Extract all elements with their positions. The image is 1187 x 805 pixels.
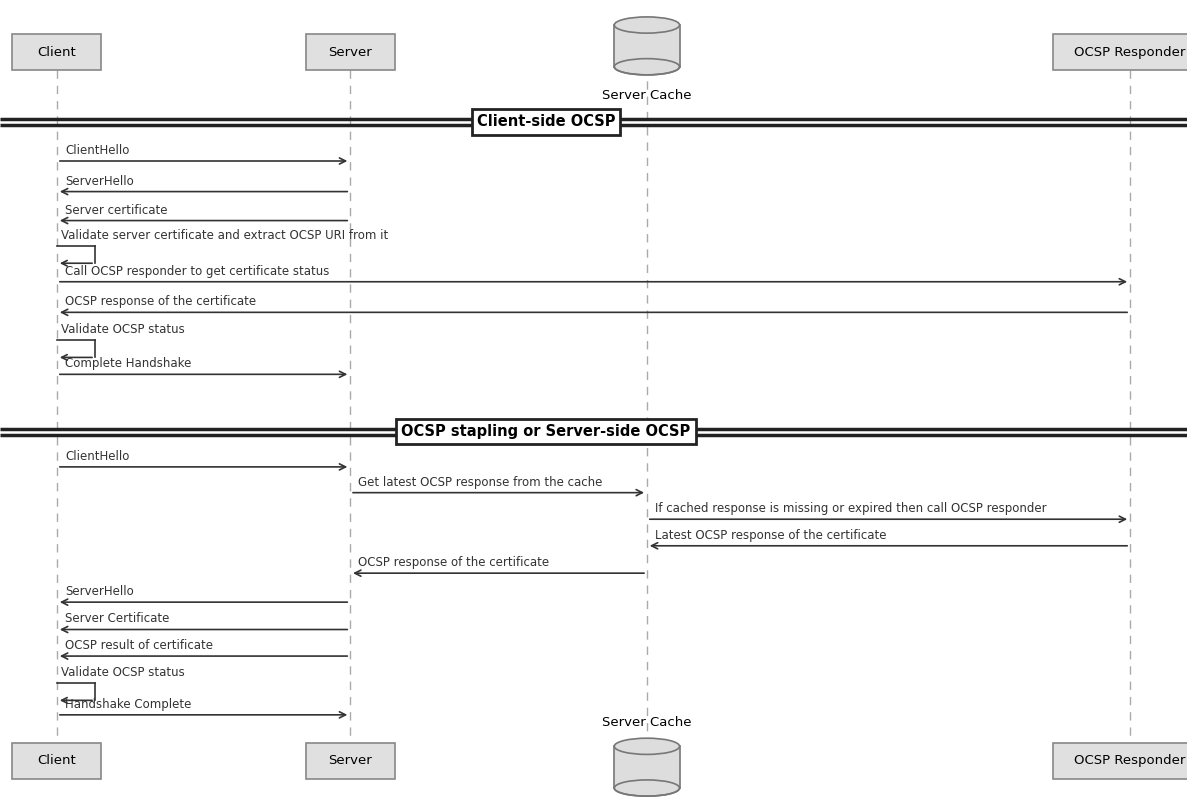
FancyBboxPatch shape xyxy=(1053,34,1187,70)
Text: OCSP response of the certificate: OCSP response of the certificate xyxy=(65,295,256,308)
Ellipse shape xyxy=(615,59,680,75)
FancyBboxPatch shape xyxy=(306,34,394,70)
Text: Call OCSP responder to get certificate status: Call OCSP responder to get certificate s… xyxy=(65,265,330,278)
Text: Get latest OCSP response from the cache: Get latest OCSP response from the cache xyxy=(358,476,603,489)
Text: Client: Client xyxy=(38,46,76,59)
FancyBboxPatch shape xyxy=(13,742,101,779)
Text: Client: Client xyxy=(38,754,76,767)
FancyBboxPatch shape xyxy=(615,746,680,788)
Ellipse shape xyxy=(615,780,680,796)
Text: OCSP stapling or Server-side OCSP: OCSP stapling or Server-side OCSP xyxy=(401,424,691,440)
Text: OCSP Responder: OCSP Responder xyxy=(1074,46,1186,59)
Text: OCSP response of the certificate: OCSP response of the certificate xyxy=(358,556,550,569)
Text: Server certificate: Server certificate xyxy=(65,204,167,217)
Text: ClientHello: ClientHello xyxy=(65,450,129,463)
Ellipse shape xyxy=(615,17,680,33)
Text: ServerHello: ServerHello xyxy=(65,175,134,188)
FancyBboxPatch shape xyxy=(306,742,394,779)
Text: Server Certificate: Server Certificate xyxy=(65,613,170,625)
Text: Client-side OCSP: Client-side OCSP xyxy=(477,114,615,130)
FancyBboxPatch shape xyxy=(615,25,680,67)
Text: Handshake Complete: Handshake Complete xyxy=(65,698,191,711)
FancyBboxPatch shape xyxy=(13,34,101,70)
Text: ClientHello: ClientHello xyxy=(65,144,129,157)
FancyBboxPatch shape xyxy=(1053,742,1187,779)
Text: Validate OCSP status: Validate OCSP status xyxy=(61,324,184,336)
Text: Server: Server xyxy=(329,754,372,767)
Text: Latest OCSP response of the certificate: Latest OCSP response of the certificate xyxy=(655,529,887,542)
Text: Server: Server xyxy=(329,46,372,59)
Text: ServerHello: ServerHello xyxy=(65,585,134,598)
Text: OCSP result of certificate: OCSP result of certificate xyxy=(65,639,214,652)
Text: Validate server certificate and extract OCSP URI from it: Validate server certificate and extract … xyxy=(61,229,388,242)
Text: Validate OCSP status: Validate OCSP status xyxy=(61,667,184,679)
Text: Server Cache: Server Cache xyxy=(602,89,692,102)
Ellipse shape xyxy=(615,738,680,754)
Text: OCSP Responder: OCSP Responder xyxy=(1074,754,1186,767)
Text: Complete Handshake: Complete Handshake xyxy=(65,357,191,370)
Text: If cached response is missing or expired then call OCSP responder: If cached response is missing or expired… xyxy=(655,502,1047,515)
Text: Server Cache: Server Cache xyxy=(602,716,692,729)
